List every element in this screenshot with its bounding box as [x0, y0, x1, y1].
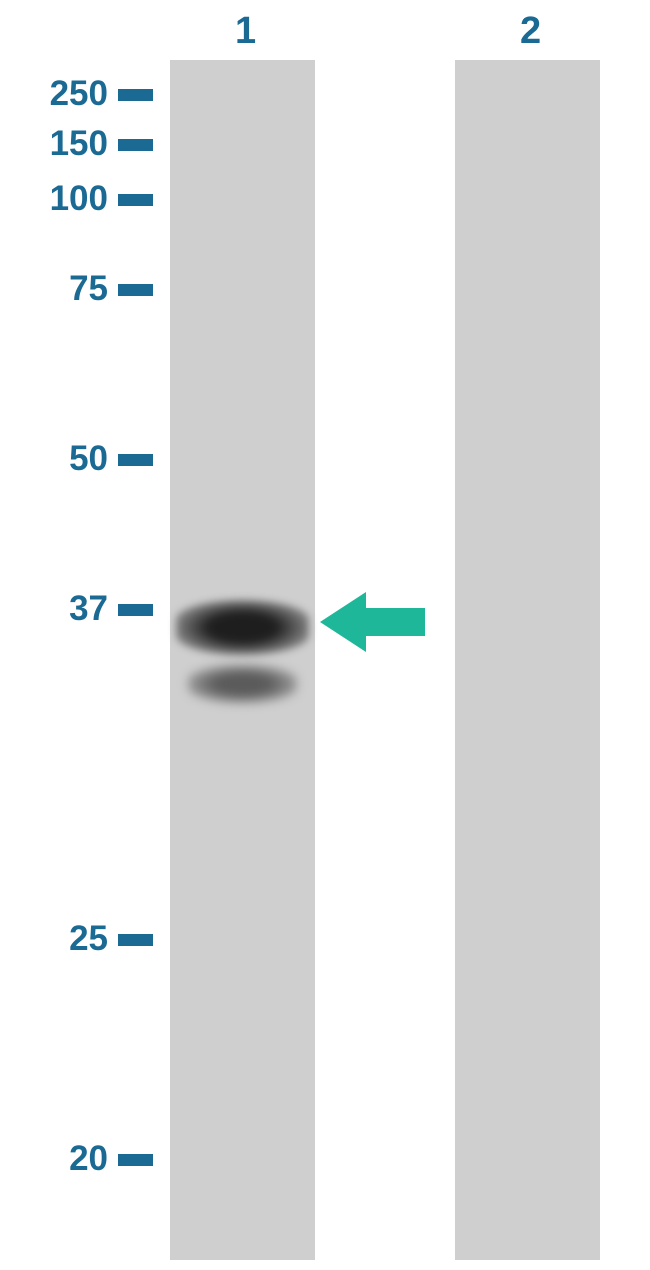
marker-dash — [118, 454, 153, 466]
marker-label: 20 — [0, 1139, 108, 1179]
indicator-arrow-shaft — [360, 608, 425, 636]
secondary-band — [188, 665, 297, 703]
blot-lane — [170, 60, 315, 1260]
marker-dash — [118, 194, 153, 206]
blot-lane — [455, 60, 600, 1260]
lane-label: 2 — [520, 10, 541, 53]
marker-dash — [118, 934, 153, 946]
marker-label: 37 — [0, 589, 108, 629]
marker-dash — [118, 604, 153, 616]
marker-label: 25 — [0, 919, 108, 959]
marker-label: 75 — [0, 269, 108, 309]
lane-label: 1 — [235, 10, 256, 53]
indicator-arrow-head — [320, 592, 366, 652]
marker-label: 100 — [0, 179, 108, 219]
marker-dash — [118, 89, 153, 101]
marker-label: 50 — [0, 439, 108, 479]
marker-dash — [118, 139, 153, 151]
primary-band — [176, 600, 309, 655]
marker-label: 250 — [0, 74, 108, 114]
marker-dash — [118, 284, 153, 296]
marker-label: 150 — [0, 124, 108, 164]
marker-dash — [118, 1154, 153, 1166]
